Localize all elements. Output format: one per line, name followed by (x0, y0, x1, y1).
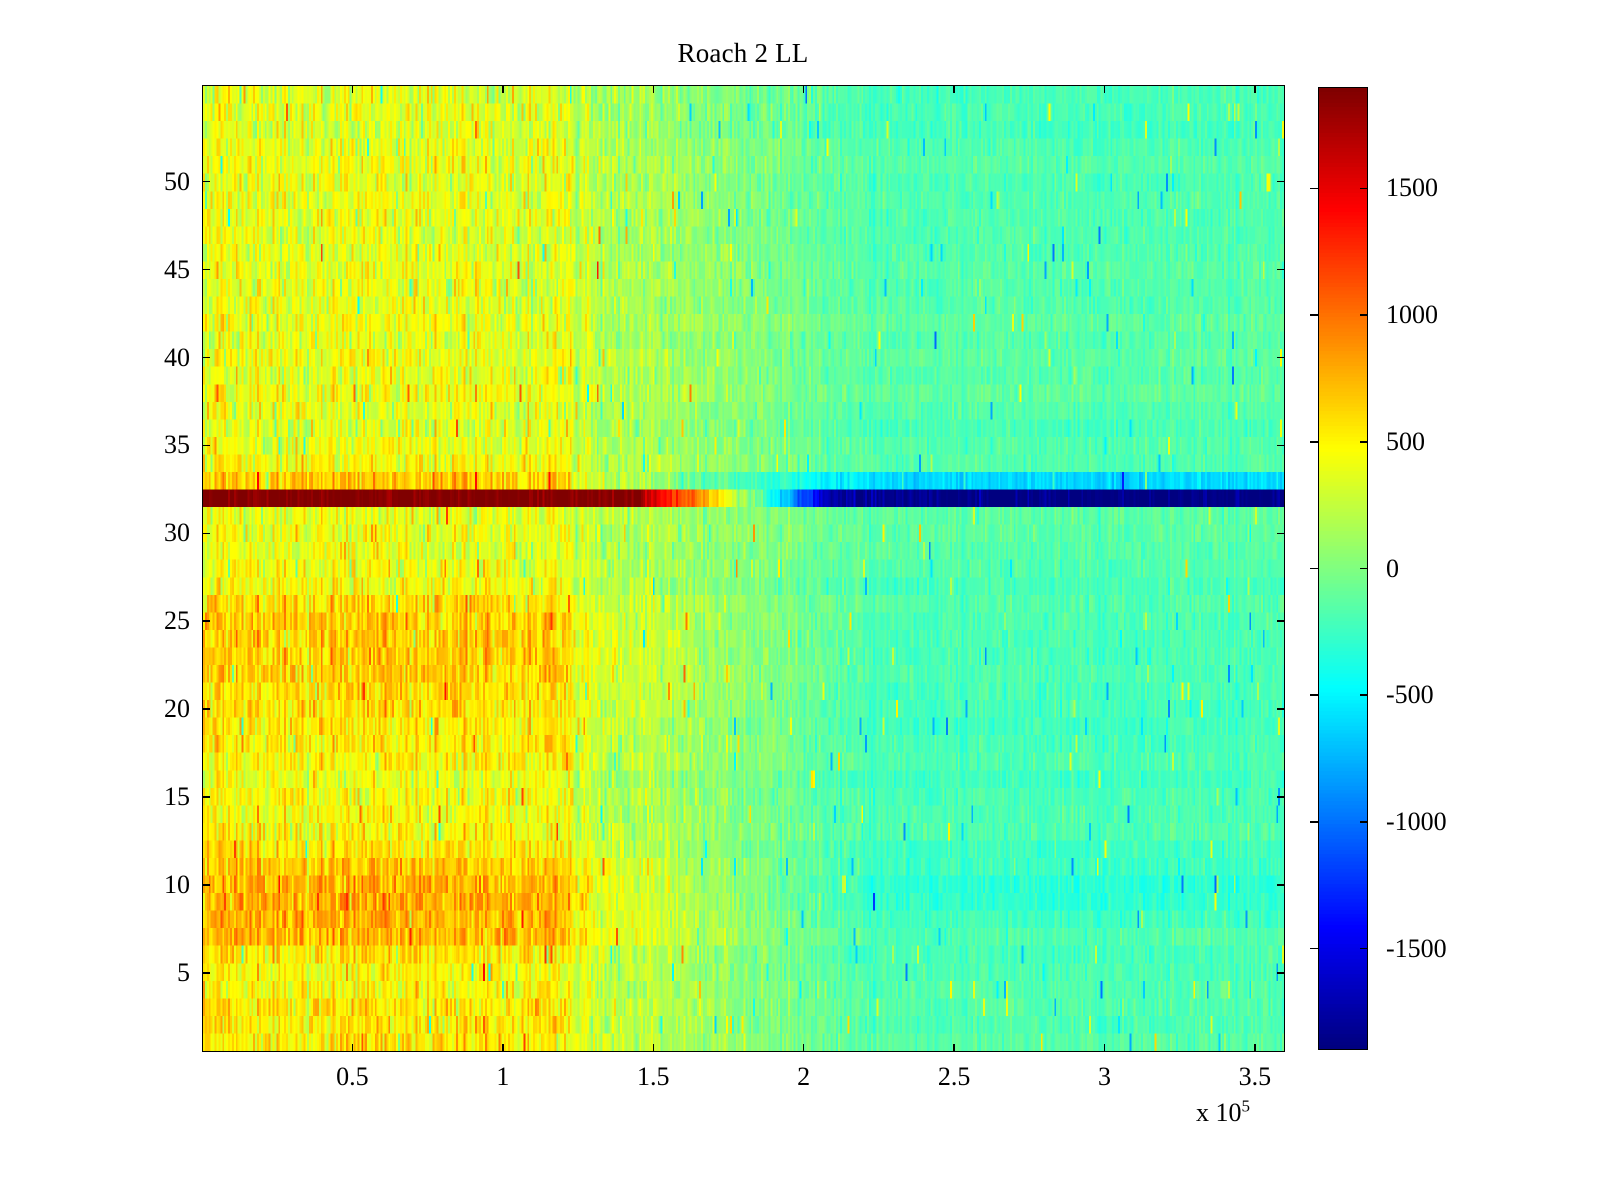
x-tick-mark-top (652, 85, 654, 93)
x-tick-label: 3 (1098, 1062, 1111, 1091)
colorbar-tick-mark-left (1310, 694, 1318, 696)
y-tick-mark-right (1277, 532, 1285, 535)
y-tick-mark (202, 796, 210, 798)
y-tick-mark-right (1277, 356, 1285, 359)
y-tick-mark (202, 708, 210, 710)
colorbar (1318, 87, 1368, 1050)
colorbar-tick-label: 1500 (1386, 173, 1438, 203)
colorbar-tick-mark-right (1360, 314, 1368, 316)
colorbar-tick-mark-left (1310, 187, 1318, 190)
y-tick-mark (202, 972, 210, 974)
x-tick-mark-top (1254, 85, 1256, 93)
colorbar-tick-mark-left (1310, 567, 1318, 570)
x-tick-mark (1103, 1044, 1106, 1052)
x-tick-label: 3.5 (1238, 1062, 1272, 1091)
colorbar-tick-label: 500 (1386, 426, 1425, 456)
colorbar-tick-mark-left (1310, 441, 1318, 443)
y-tick-mark-right (1277, 796, 1285, 798)
x-axis-exponent-label: x 105 (1196, 1096, 1251, 1128)
colorbar-tick-label: -1500 (1386, 933, 1447, 963)
colorbar-tick-mark-right (1360, 694, 1368, 696)
y-tick-label: 40 (164, 342, 190, 372)
y-tick-label: 50 (164, 166, 190, 196)
x-tick-label: 0.5 (336, 1062, 369, 1091)
y-tick-mark-right (1277, 972, 1285, 974)
colorbar-tick-mark-left (1310, 947, 1318, 950)
y-tick-label: 5 (177, 957, 190, 987)
colorbar-tick-label: -500 (1386, 680, 1434, 710)
colorbar-tick-mark-right (1360, 187, 1368, 190)
y-tick-mark (202, 268, 210, 271)
y-tick-mark (202, 444, 210, 447)
y-tick-mark-right (1277, 884, 1285, 886)
colorbar-tick-mark-right (1360, 947, 1368, 950)
x-tick-mark-top (802, 85, 805, 93)
x-tick-label: 2 (797, 1062, 811, 1091)
colorbar-tick-mark-right (1360, 821, 1368, 823)
x-tick-label: 1 (496, 1062, 510, 1091)
x-tick-label: 1.5 (637, 1062, 670, 1091)
x-tick-mark (652, 1044, 654, 1052)
colorbar-gradient (1319, 88, 1367, 1049)
y-tick-mark (202, 180, 210, 183)
y-tick-label: 20 (164, 694, 190, 724)
y-tick-mark-right (1277, 708, 1285, 710)
colorbar-tick-label: -1000 (1386, 806, 1447, 836)
colorbar-tick-mark-left (1310, 821, 1318, 823)
x-tick-mark-top (351, 85, 354, 93)
x-exponent-power: 5 (1241, 1096, 1251, 1116)
y-tick-mark-right (1277, 444, 1285, 447)
y-tick-label: 10 (164, 869, 190, 899)
y-tick-mark-right (1277, 268, 1285, 271)
x-tick-mark (351, 1044, 354, 1052)
heatmap-image (203, 86, 1284, 1051)
colorbar-tick-mark-right (1360, 567, 1368, 570)
x-exponent-base: x 10 (1196, 1098, 1242, 1127)
colorbar-tick-mark-left (1310, 314, 1318, 316)
y-tick-label: 45 (164, 254, 190, 284)
x-tick-mark (953, 1044, 955, 1052)
y-tick-mark (202, 356, 210, 359)
x-tick-label: 2.5 (937, 1062, 971, 1091)
heatmap-axes (202, 85, 1285, 1052)
y-tick-mark (202, 532, 210, 535)
x-tick-mark-top (953, 85, 955, 93)
y-tick-mark-right (1277, 180, 1285, 183)
page-title: Roach 2 LL (677, 38, 809, 68)
x-tick-mark (502, 1044, 504, 1052)
y-tick-label: 35 (164, 430, 190, 460)
x-tick-mark-top (1103, 85, 1106, 93)
y-tick-label: 25 (164, 606, 190, 636)
colorbar-tick-label: 1000 (1386, 300, 1438, 330)
x-tick-mark-top (502, 85, 504, 93)
x-tick-mark (802, 1044, 805, 1052)
y-tick-label: 30 (164, 518, 190, 548)
y-tick-label: 15 (164, 782, 190, 812)
y-tick-mark (202, 884, 210, 886)
colorbar-tick-label: 0 (1386, 553, 1399, 583)
x-tick-mark (1254, 1044, 1256, 1052)
colorbar-tick-mark-right (1360, 441, 1368, 443)
y-tick-mark (202, 620, 210, 622)
y-tick-mark-right (1277, 620, 1285, 622)
